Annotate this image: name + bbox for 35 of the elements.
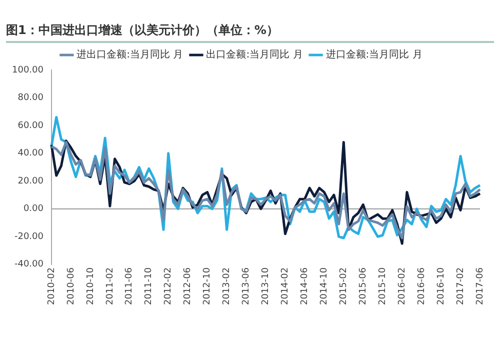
x-tick-label: 2011-02 (105, 267, 116, 306)
x-tick-label: 2013-06 (242, 267, 252, 306)
x-tick-label: 2015-06 (358, 267, 368, 306)
y-tick-label: 100.00 (12, 65, 44, 76)
x-tick-label: 2017-06 (475, 267, 486, 306)
y-tick-label: -20.00 (14, 232, 44, 242)
y-tick-label: 80.00 (18, 93, 44, 104)
x-tick-label: 2014-10 (320, 267, 330, 306)
x-tick-label: 2014-02 (280, 267, 291, 306)
x-tick-label: 2011-06 (124, 267, 135, 306)
x-tick-label: 2012-06 (183, 267, 194, 306)
x-tick-label: 2010-02 (46, 267, 57, 306)
x-tick-label: 2012-10 (202, 267, 213, 306)
legend-label: 进口金额:当月同比 月 (326, 48, 422, 61)
chart-title: 图1：中国进出口增速（以美元计价）（单位：%） (6, 22, 494, 43)
x-tick-label: 2012-02 (164, 267, 174, 306)
x-tick-label: 2017-02 (456, 267, 466, 306)
x-tick-label: 2015-10 (378, 267, 388, 306)
x-tick-label: 2016-02 (397, 267, 408, 306)
legend-label: 进出口金额:当月同比 月 (76, 48, 184, 61)
x-tick-label: 2011-10 (144, 267, 154, 306)
y-tick-label: 20.00 (18, 176, 44, 186)
legend-label: 出口金额:当月同比 月 (206, 48, 303, 61)
y-tick-label: 40.00 (18, 148, 44, 159)
x-tick-label: 2014-06 (300, 267, 310, 306)
y-tick-label: -40.00 (14, 260, 44, 270)
x-tick-label: 2016-10 (436, 267, 446, 306)
x-tick-label: 2015-02 (339, 267, 349, 306)
x-tick-label: 2013-02 (222, 267, 232, 306)
y-tick-label: 60.00 (18, 120, 44, 131)
x-tick-label: 2010-06 (66, 267, 76, 306)
x-tick-label: 2016-06 (416, 267, 427, 306)
y-tick-label: 0.00 (23, 204, 44, 214)
x-tick-label: 2010-10 (86, 267, 96, 306)
x-tick-label: 2013-10 (261, 267, 272, 306)
